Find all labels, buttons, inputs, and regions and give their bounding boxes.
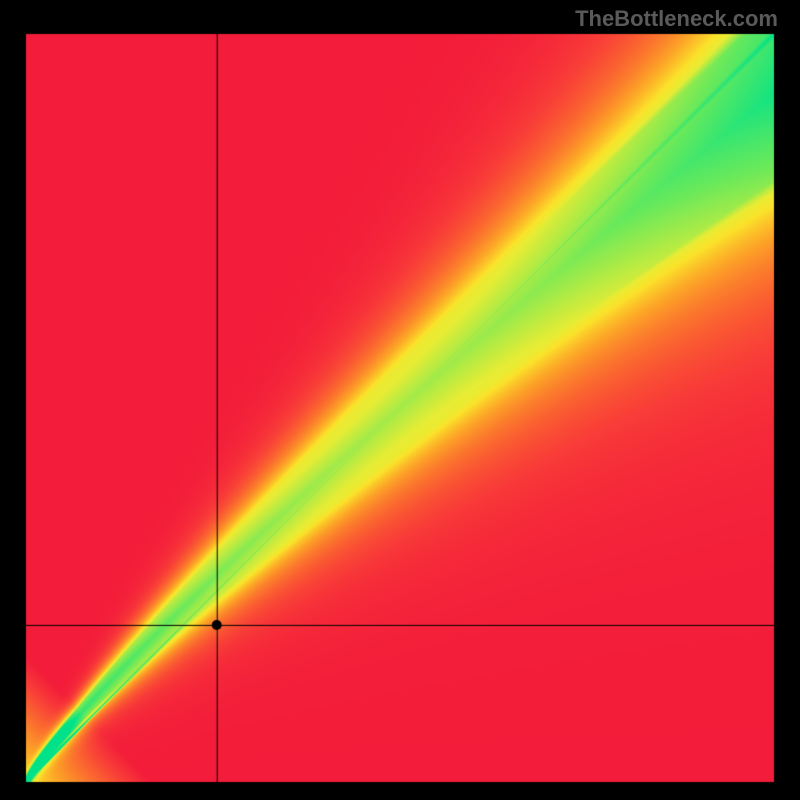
chart-container: TheBottleneck.com [0, 0, 800, 800]
heatmap-canvas [0, 0, 800, 800]
watermark-text: TheBottleneck.com [575, 6, 778, 32]
